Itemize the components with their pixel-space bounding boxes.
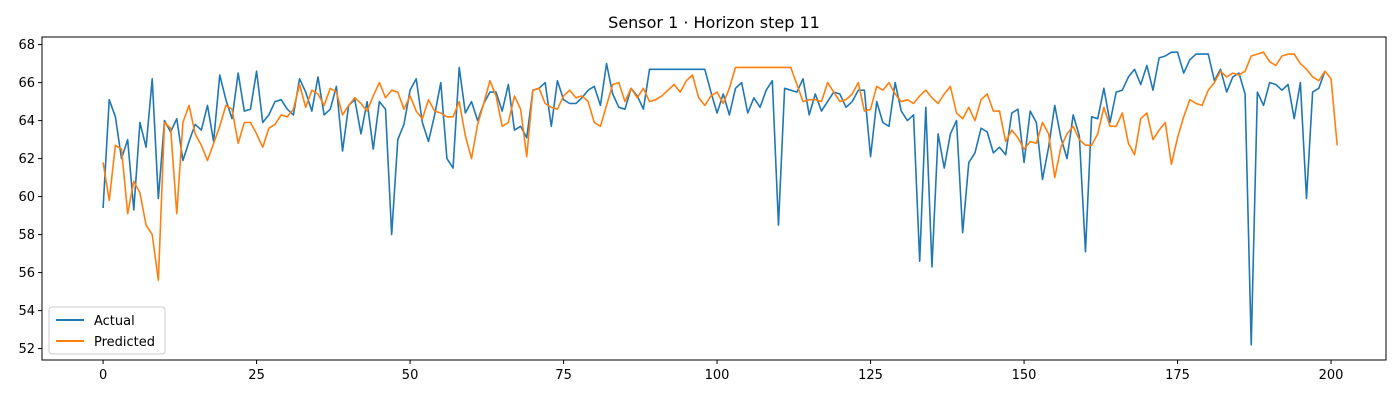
x-tick-label: 75 [555, 368, 572, 383]
y-tick-label: 56 [18, 266, 35, 281]
x-tick-label: 150 [1012, 368, 1037, 383]
y-tick-label: 54 [18, 304, 35, 319]
y-tick-label: 52 [18, 342, 35, 357]
y-axis: 52 54 56 58 60 62 64 66 68 [18, 38, 42, 357]
series-layer [102, 51, 1338, 346]
x-tick-label: 0 [99, 368, 107, 383]
y-tick-label: 58 [18, 228, 35, 243]
x-tick-label: 50 [402, 368, 419, 383]
x-tick-label: 25 [248, 368, 265, 383]
x-tick-label: 125 [858, 368, 883, 383]
y-tick-label: 62 [18, 152, 35, 167]
legend-label-actual: Actual [94, 314, 135, 329]
legend-box [48, 306, 166, 355]
x-axis: 0 25 50 75 100 125 150 175 200 [99, 360, 1344, 383]
x-tick-label: 175 [1165, 368, 1190, 383]
plot-frame [41, 36, 1387, 361]
y-tick-label: 66 [18, 76, 35, 91]
x-tick-label: 200 [1319, 368, 1344, 383]
legend-label-predicted: Predicted [94, 335, 155, 350]
y-tick-label: 64 [18, 114, 35, 129]
x-tick-label: 100 [705, 368, 730, 383]
chart-title: Sensor 1 · Horizon step 11 [608, 13, 820, 32]
y-tick-label: 68 [18, 38, 35, 53]
series-line-predicted [102, 51, 1338, 282]
series-line-actual [102, 51, 1326, 346]
legend: Actual Predicted [48, 306, 166, 355]
y-tick-label: 60 [18, 190, 35, 205]
